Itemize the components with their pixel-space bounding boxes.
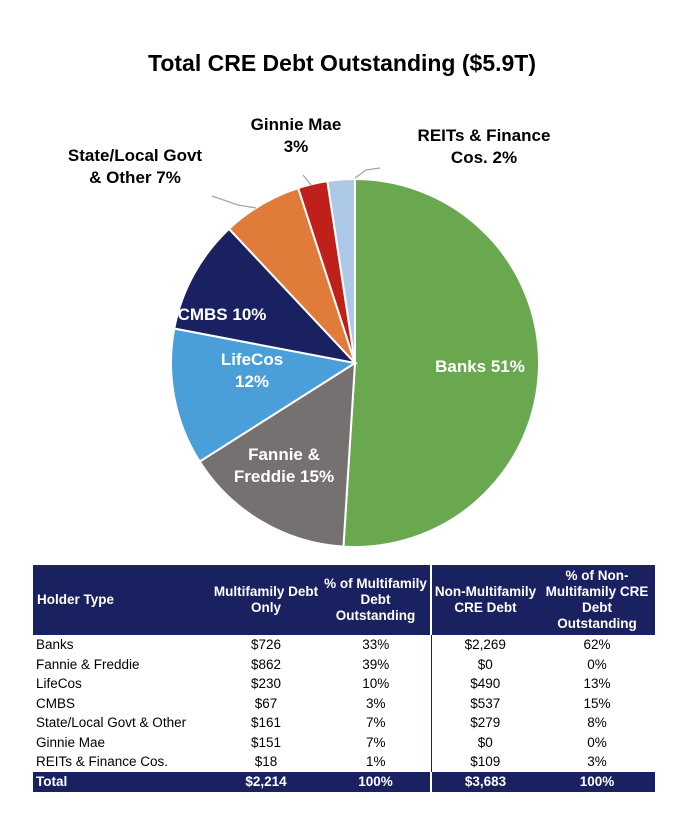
- slice-label-line: 3%: [284, 137, 309, 156]
- slice-label-line: Cos. 2%: [451, 148, 517, 167]
- row-multifamily-debt: $151: [250, 734, 282, 750]
- row-pct-non-multifamily: 62%: [583, 637, 611, 652]
- row-pct-non-multifamily: 8%: [587, 715, 607, 730]
- slice-label-line: Freddie 15%: [234, 467, 334, 486]
- chart-title: Total CRE Debt Outstanding ($5.9T): [147, 50, 537, 76]
- slice-label: State/Local Govt & Other 7%: [68, 146, 202, 187]
- row-multifamily-debt: $67: [254, 695, 278, 711]
- row-non-multifamily-debt: $490: [430, 674, 539, 694]
- slice-label: CMBS 10%: [178, 305, 267, 324]
- row-multifamily-debt: $161: [250, 715, 282, 730]
- row-non-multifamily-debt: $0: [430, 654, 539, 674]
- table-row: CMBS $67 3% $537 15%: [33, 693, 655, 713]
- row-non-multifamily-debt: $109: [430, 752, 539, 772]
- slice-label: REITs & Finance Cos. 2%: [418, 126, 551, 167]
- slice-label: Fannie & Freddie 15%: [234, 445, 334, 486]
- slice-label: Banks 51%: [435, 357, 525, 376]
- row-non-multifamily-debt: $2,269: [430, 635, 539, 655]
- table-header-row: Holder Type Multifamily Debt Only % of M…: [33, 565, 655, 635]
- row-pct-non-multifamily: 13%: [583, 676, 611, 691]
- pie-slice-fannie-freddie: [198, 361, 357, 548]
- debt-table-container: Holder Type Multifamily Debt Only % of M…: [33, 565, 655, 792]
- row-non-multifamily-debt: $537: [430, 693, 539, 713]
- row-multifamily-debt: $726: [250, 637, 282, 652]
- slice-label: LifeCos 12%: [221, 350, 283, 391]
- row-pct-non-multifamily: 15%: [583, 695, 611, 711]
- leader-line: [211, 195, 257, 209]
- row-multifamily-debt: $230: [250, 676, 282, 691]
- slice-label-line: 12%: [235, 372, 269, 391]
- row-holder-type: LifeCos: [36, 676, 82, 691]
- row-multifamily-debt: $18: [254, 754, 278, 769]
- table-row: State/Local Govt & Other $161 7% $279 8%: [33, 713, 655, 733]
- row-pct-multifamily: 7%: [365, 734, 386, 750]
- slice-label-line: & Other 7%: [89, 168, 181, 187]
- slice-label: Ginnie Mae 3%: [251, 115, 342, 156]
- row-pct-non-multifamily: 3%: [587, 754, 607, 769]
- table-row: LifeCos $230 10% $490 13%: [33, 674, 655, 694]
- table-row: Ginnie Mae $151 7% $0 0%: [33, 732, 655, 752]
- row-holder-type: Ginnie Mae: [36, 734, 106, 750]
- slice-label-line: REITs & Finance: [418, 126, 551, 145]
- table-row: Fannie & Freddie $862 39% $0 0%: [33, 654, 655, 674]
- slice-label-line: LifeCos: [221, 350, 283, 369]
- row-pct-multifamily: 7%: [365, 715, 386, 730]
- total-non-multifamily-debt: $3,683: [430, 771, 539, 792]
- slice-label-line: State/Local Govt: [68, 146, 202, 165]
- slice-label-line: Banks 51%: [435, 357, 525, 376]
- table-total-row: Total $2,214 100% $3,683 100%: [33, 771, 655, 792]
- pie-slice-lifecos: [170, 327, 358, 463]
- total-multifamily-debt: $2,214: [211, 771, 321, 792]
- header-multifamily-debt: Multifamily Debt Only: [211, 565, 321, 635]
- header-pct-multifamily: % of Multifamily Debt Outstanding: [321, 565, 431, 635]
- slice-label-line: Fannie &: [248, 445, 320, 464]
- row-non-multifamily-debt: $0: [430, 732, 539, 752]
- pie-chart: Banks 51% Fannie & Freddie 15% LifeCos 12% CM…: [68, 115, 551, 548]
- row-pct-multifamily: 39%: [362, 656, 390, 672]
- row-non-multifamily-debt: $279: [430, 713, 539, 733]
- table-row: Banks $726 33% $2,269 62%: [33, 635, 655, 655]
- row-pct-multifamily: 3%: [365, 695, 386, 711]
- header-holder-type: Holder Type: [33, 565, 211, 635]
- slice-label-line: CMBS 10%: [178, 305, 267, 324]
- row-holder-type: REITs & Finance Cos.: [36, 754, 169, 769]
- pie-slice-reits-finance-cos: [326, 177, 356, 364]
- debt-table: Holder Type Multifamily Debt Only % of M…: [33, 565, 655, 792]
- row-multifamily-debt: $862: [250, 656, 282, 672]
- row-pct-multifamily: 33%: [362, 637, 390, 652]
- slice-label-line: Ginnie Mae: [251, 115, 342, 134]
- row-pct-multifamily: 10%: [362, 676, 390, 691]
- pie-slice-banks: [342, 177, 540, 548]
- total-pct-multifamily: 100%: [321, 771, 431, 792]
- row-holder-type: State/Local Govt & Other: [36, 715, 187, 730]
- total-pct-non-multifamily: 100%: [539, 771, 655, 792]
- row-holder-type: Banks: [36, 637, 74, 652]
- row-pct-multifamily: 1%: [365, 754, 386, 769]
- header-pct-non-multifamily: % of Non-Multifamily CRE Debt Outstandin…: [539, 565, 655, 635]
- row-holder-type: CMBS: [36, 695, 76, 711]
- leader-line: [354, 167, 381, 179]
- leader-line: [302, 174, 312, 186]
- row-pct-non-multifamily: 0%: [587, 734, 607, 750]
- row-pct-non-multifamily: 0%: [587, 656, 607, 672]
- table-row: REITs & Finance Cos. $18 1% $109 3%: [33, 752, 655, 772]
- row-holder-type: Fannie & Freddie: [36, 656, 140, 672]
- pie-slice-cmbs: [173, 227, 358, 365]
- total-label: Total: [33, 771, 211, 792]
- table-body: Banks $726 33% $2,269 62% Fannie & Freddie $86…: [33, 635, 655, 772]
- header-non-multifamily-debt: Non-Multifamily CRE Debt: [430, 565, 539, 635]
